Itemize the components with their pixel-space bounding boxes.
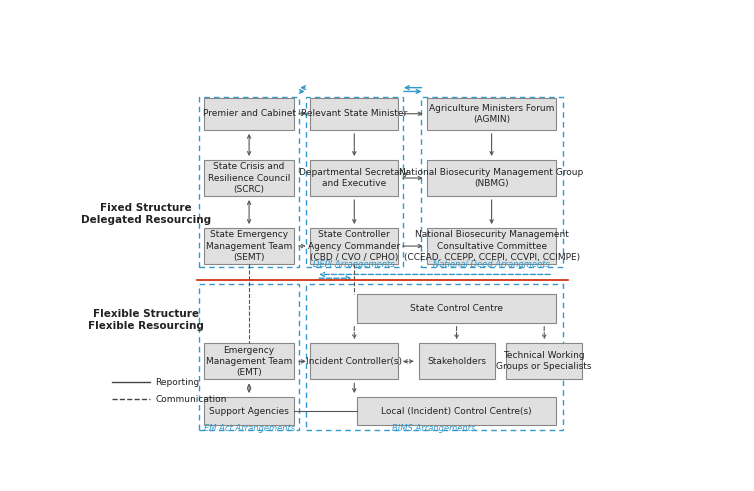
FancyBboxPatch shape [204, 343, 294, 380]
Bar [421, 97, 563, 267]
FancyBboxPatch shape [204, 160, 294, 196]
Text: Relevant State Minister: Relevant State Minister [301, 109, 407, 118]
FancyBboxPatch shape [506, 343, 582, 380]
Text: State Control Centre: State Control Centre [410, 304, 503, 313]
Text: Technical Working
Groups or Specialists: Technical Working Groups or Specialists [496, 352, 592, 371]
FancyBboxPatch shape [357, 294, 556, 323]
Text: Emergency
Management Team
(EMT): Emergency Management Team (EMT) [206, 346, 293, 377]
FancyBboxPatch shape [311, 343, 398, 380]
Text: Stakeholders: Stakeholders [427, 357, 486, 366]
Text: Agriculture Ministers Forum
(AGMIN): Agriculture Ministers Forum (AGMIN) [429, 104, 554, 124]
FancyBboxPatch shape [418, 343, 495, 380]
Text: Premier and Cabinet: Premier and Cabinet [203, 109, 296, 118]
Text: Reporting: Reporting [155, 378, 200, 387]
FancyBboxPatch shape [204, 98, 294, 130]
Text: Local (Incident) Control Centre(s): Local (Incident) Control Centre(s) [382, 407, 532, 416]
Text: National Deed Arrangments: National Deed Arrangments [433, 260, 550, 269]
Text: BIMS Arrangements: BIMS Arrangements [391, 424, 475, 433]
Text: National Biosecurity Management Group
(NBMG): National Biosecurity Management Group (N… [400, 168, 584, 188]
Bar [306, 284, 563, 430]
Text: Communication: Communication [155, 395, 227, 404]
Text: National Biosecurity Management
Consultative Committee
(CCEAD, CCEPP, CCEPI, CCV: National Biosecurity Management Consulta… [403, 230, 580, 262]
Bar [199, 284, 299, 430]
FancyBboxPatch shape [357, 397, 556, 426]
Text: Flexible Structure
Flexible Resourcing: Flexible Structure Flexible Resourcing [87, 309, 204, 330]
FancyBboxPatch shape [311, 98, 398, 130]
FancyBboxPatch shape [204, 397, 294, 426]
Text: Fixed Structure
Delegated Resourcing: Fixed Structure Delegated Resourcing [81, 203, 210, 225]
FancyBboxPatch shape [428, 228, 556, 264]
Text: Departmental Secretary
and Executive: Departmental Secretary and Executive [299, 168, 409, 188]
FancyBboxPatch shape [311, 160, 398, 196]
FancyBboxPatch shape [428, 98, 556, 130]
Text: State Controller
Agency Commander
(CBD / CVO / CPHO): State Controller Agency Commander (CBD /… [308, 230, 400, 262]
Text: Support Agencies: Support Agencies [209, 407, 289, 416]
Text: State Emergency
Management Team
(SEMT): State Emergency Management Team (SEMT) [206, 230, 293, 262]
FancyBboxPatch shape [428, 160, 556, 196]
Text: EM Act Arrangements: EM Act Arrangements [204, 424, 295, 433]
FancyBboxPatch shape [204, 228, 294, 264]
FancyBboxPatch shape [311, 228, 398, 264]
Bar [199, 97, 299, 267]
Text: Incident Controller(s): Incident Controller(s) [306, 357, 403, 366]
Text: State Crisis and
Resilience Council
(SCRC): State Crisis and Resilience Council (SCR… [208, 163, 290, 193]
Text: DEPI Arrangements: DEPI Arrangements [314, 260, 395, 269]
Bar [306, 97, 403, 267]
